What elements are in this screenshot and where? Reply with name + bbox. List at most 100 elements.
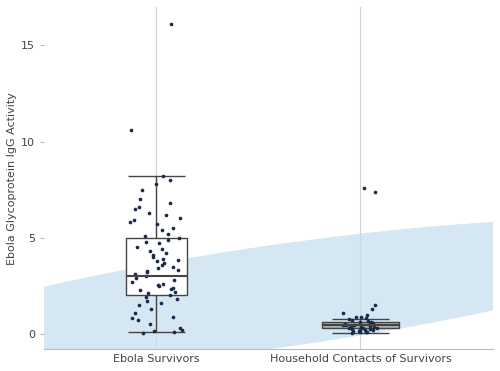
Point	[350, 322, 358, 328]
Point	[371, 302, 379, 308]
Point	[364, 312, 372, 318]
Point	[143, 269, 151, 275]
Point	[174, 257, 182, 263]
Point	[371, 188, 379, 194]
Point	[170, 313, 177, 319]
Point	[134, 244, 141, 250]
Point	[340, 310, 347, 316]
Point	[138, 187, 146, 193]
Point	[168, 263, 176, 269]
Point	[130, 271, 138, 277]
Point	[345, 316, 353, 322]
Point	[356, 319, 364, 325]
Point	[144, 268, 152, 274]
Point	[136, 196, 144, 202]
Point	[158, 246, 166, 252]
Point	[153, 258, 161, 264]
Point	[126, 219, 134, 225]
Point	[368, 306, 376, 312]
Point	[136, 287, 144, 293]
Bar	[322, 322, 399, 328]
Point	[348, 317, 356, 323]
Point	[149, 254, 157, 260]
Point	[172, 289, 179, 295]
Point	[159, 281, 167, 287]
Point	[143, 298, 151, 304]
Point	[167, 286, 175, 292]
Point	[366, 321, 374, 327]
Point	[367, 319, 375, 325]
Point	[167, 21, 175, 27]
Point	[162, 250, 170, 256]
Point	[369, 327, 377, 333]
Point	[164, 231, 172, 237]
Point	[363, 329, 371, 335]
Point	[350, 328, 358, 334]
Point	[131, 310, 139, 316]
Point	[150, 328, 158, 334]
Point	[352, 313, 360, 319]
Point	[155, 283, 163, 289]
Point	[340, 322, 347, 328]
Point	[366, 320, 374, 326]
Point	[170, 329, 177, 335]
Point	[153, 221, 161, 227]
Point	[342, 322, 350, 328]
Point	[357, 315, 365, 321]
Point	[132, 275, 140, 281]
Point	[158, 262, 166, 267]
Point	[142, 233, 150, 239]
Point	[152, 181, 160, 187]
Point	[144, 290, 152, 296]
Point	[128, 279, 136, 285]
Point	[154, 282, 162, 288]
Point	[355, 328, 363, 334]
Point	[364, 318, 372, 324]
Point	[357, 324, 365, 330]
Point	[154, 240, 162, 246]
Point	[135, 204, 143, 210]
Point	[160, 260, 168, 266]
Point	[162, 211, 170, 217]
Point	[174, 267, 182, 273]
Point	[176, 216, 184, 221]
Point	[166, 292, 174, 298]
Point	[146, 248, 154, 254]
Point	[174, 235, 182, 241]
Point	[360, 185, 368, 191]
Point	[356, 329, 364, 335]
Bar	[126, 238, 187, 295]
Point	[134, 317, 142, 323]
Point	[130, 217, 138, 223]
Point	[158, 227, 166, 233]
Point	[150, 252, 158, 258]
Point	[370, 320, 378, 326]
Point	[348, 326, 356, 332]
Point	[146, 321, 154, 327]
Point	[169, 225, 177, 231]
Point	[146, 306, 154, 312]
Point	[127, 127, 135, 133]
Point	[145, 210, 153, 216]
Point	[366, 323, 374, 329]
Point	[170, 277, 178, 283]
Point	[358, 325, 366, 331]
Point	[160, 173, 168, 179]
Point	[142, 273, 150, 279]
Point	[362, 329, 370, 335]
Point	[348, 330, 356, 336]
Point	[158, 256, 166, 262]
Point	[362, 315, 370, 321]
Point	[166, 177, 173, 183]
Ellipse shape	[0, 219, 500, 371]
Point	[130, 206, 138, 212]
Point	[128, 315, 136, 321]
Point	[344, 325, 352, 331]
Point	[157, 300, 165, 306]
Point	[348, 324, 356, 329]
Point	[172, 296, 180, 302]
Point	[340, 321, 348, 327]
Point	[166, 200, 174, 206]
Point	[142, 294, 150, 300]
Point	[176, 325, 184, 331]
